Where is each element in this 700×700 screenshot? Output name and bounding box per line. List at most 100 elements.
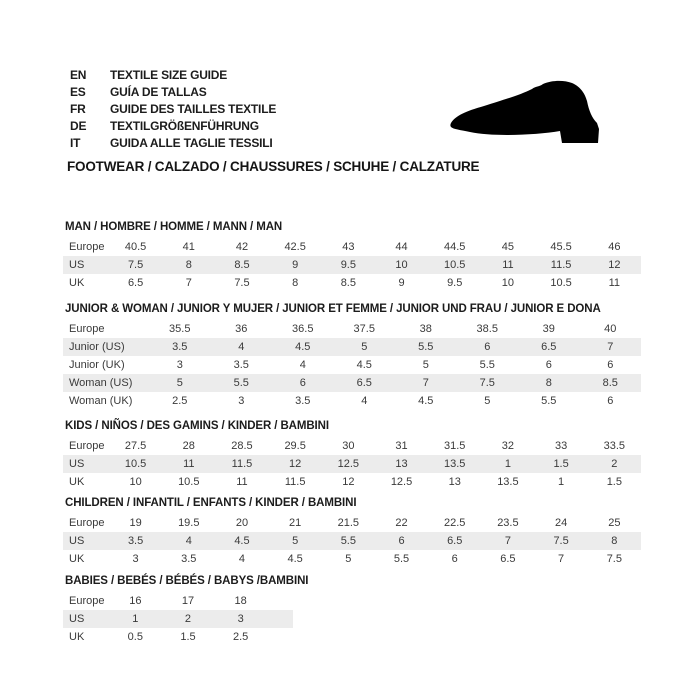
row-label: Junior (US) — [69, 341, 125, 353]
row-label: Europe — [69, 440, 105, 452]
size-cell: 18 — [234, 595, 247, 607]
size-cell: 7.5 — [127, 259, 144, 271]
language-code: FR — [70, 102, 86, 116]
size-cell: 40 — [604, 323, 617, 335]
size-cell: 2 — [611, 458, 618, 470]
size-cell: 1 — [132, 613, 139, 625]
size-cell: 42.5 — [284, 241, 306, 253]
size-table-babies: Europe 16 17 18 US 1 2 3 UK 0.5 1.5 2.5 — [63, 592, 293, 646]
size-cell: 40.5 — [124, 241, 147, 253]
size-cell: 45.5 — [550, 241, 572, 253]
language-text: GUIDE DES TAILLES TEXTILE — [110, 102, 277, 116]
size-cell: 10 — [395, 259, 408, 271]
size-cell: 20 — [235, 517, 249, 529]
size-cell: 3 — [237, 613, 244, 625]
language-code: DE — [70, 119, 87, 133]
size-cell: 2.5 — [233, 631, 249, 643]
size-cell: 6 — [545, 359, 552, 371]
size-cell: 25 — [608, 517, 621, 529]
size-row: Woman (UK) 2.5 3 3.5 4 4.5 5 5.5 6 — [63, 392, 641, 410]
size-cell: 5.5 — [418, 341, 434, 353]
size-cell: 2.5 — [172, 395, 188, 407]
section-kids: KIDS / NIÑOS / DES GAMINS / KINDER / BAM… — [63, 420, 641, 491]
section-title: KIDS / NIÑOS / DES GAMINS / KINDER / BAM… — [65, 420, 329, 432]
size-cell: 19.5 — [178, 517, 200, 529]
size-row: Woman (US) 5 5.5 6 6.5 7 7.5 8 8.5 — [63, 374, 641, 392]
size-row: UK 10 10.5 11 11.5 12 12.5 13 13.5 1 1.5 — [63, 473, 641, 491]
language-row-en: EN TEXTILE SIZE GUIDE — [70, 67, 276, 84]
size-cell: 13.5 — [444, 458, 466, 470]
category-heading: FOOTWEAR / CALZADO / CHAUSSURES / SCHUHE… — [67, 159, 480, 174]
size-cell: 5 — [292, 535, 299, 547]
size-cell: 30 — [342, 440, 355, 452]
size-cell: 10.5 — [124, 458, 147, 470]
language-row-es: ES GUÍA DE TALLAS — [70, 84, 276, 101]
size-cell: 4 — [238, 553, 246, 565]
size-cell: 17 — [181, 595, 195, 607]
size-cell: 4.5 — [234, 535, 250, 547]
size-cell: 6 — [484, 341, 491, 353]
size-cell: 4.5 — [418, 395, 434, 407]
row-label: US — [69, 259, 85, 271]
size-cell: 23.5 — [497, 517, 519, 529]
row-label: Woman (US) — [69, 377, 133, 389]
size-cell: 10.5 — [444, 259, 466, 271]
size-cell: 35.5 — [169, 323, 191, 335]
size-row: Europe 19 19.5 20 21 21.5 22 22.5 23.5 24 25 — [63, 514, 641, 532]
size-table-junior-woman: Europe 35.5 36 36.5 37.5 38 38.5 39 40 Junior (US… — [63, 320, 641, 410]
size-cell: 4.5 — [287, 553, 303, 565]
size-cell: 11 — [608, 277, 621, 289]
size-cell: 3.5 — [233, 359, 249, 371]
section-babies: BABIES / BEBÉS / BÉBÉS / BABYS /BAMBINI … — [63, 575, 641, 646]
size-cell: 11 — [502, 259, 514, 271]
size-cell: 7 — [558, 553, 565, 565]
size-cell: 8 — [611, 535, 618, 547]
size-cell: 9 — [398, 277, 405, 289]
size-cell: 43 — [342, 241, 355, 253]
row-label: Woman (UK) — [69, 395, 133, 407]
size-cell: 8.5 — [340, 277, 356, 289]
size-cell: 8.5 — [234, 259, 250, 271]
size-cell: 8 — [292, 277, 299, 289]
language-code: IT — [70, 136, 81, 150]
size-cell: 28 — [182, 440, 195, 452]
size-cell: 8 — [185, 259, 192, 271]
size-cell: 4.5 — [356, 359, 372, 371]
size-cell: 1.5 — [553, 458, 569, 470]
size-cell: 7 — [607, 341, 614, 353]
size-cell: 12 — [608, 259, 621, 271]
size-cell: 2 — [184, 613, 192, 625]
size-cell: 13.5 — [497, 476, 519, 488]
size-table-kids: Europe 27.5 28 28.5 29.5 30 31 31.5 32 33 33.5 US 10… — [63, 437, 641, 491]
size-cell: 3.5 — [295, 395, 311, 407]
language-list: EN TEXTILE SIZE GUIDE ES GUÍA DE TALLAS FR… — [70, 67, 276, 152]
section-title: JUNIOR & WOMAN / JUNIOR Y MUJER / JUNIOR… — [65, 303, 601, 315]
size-cell: 3.5 — [181, 553, 197, 565]
size-row: UK 6.5 7 7.5 8 8.5 9 9.5 10 10.5 11 — [63, 274, 641, 292]
size-cell: 11 — [183, 458, 195, 470]
size-cell: 4.5 — [295, 341, 311, 353]
size-cell: 6.5 — [127, 277, 144, 289]
size-cell: 11.5 — [231, 458, 253, 470]
size-cell: 38.5 — [476, 323, 498, 335]
size-cell: 6 — [299, 377, 306, 389]
size-row: Junior (UK) 3 3.5 4 4.5 5 5.5 6 6 — [63, 356, 641, 374]
size-cell: 6 — [451, 553, 458, 565]
size-cell: 4 — [361, 395, 368, 407]
size-cell: 7 — [504, 535, 511, 547]
size-cell: 4 — [185, 535, 192, 547]
language-row-de: DE TEXTILGRÖßENFÜHRUNG — [70, 118, 276, 135]
language-row-fr: FR GUIDE DES TAILLES TEXTILE — [70, 101, 276, 118]
size-cell: 10 — [501, 277, 515, 289]
size-cell: 19 — [129, 517, 142, 529]
size-cell: 36.5 — [292, 323, 314, 335]
language-code: EN — [70, 68, 87, 82]
size-cell: 5.5 — [340, 535, 356, 547]
size-cell: 10.5 — [550, 277, 572, 289]
size-cell: 33.5 — [603, 440, 626, 452]
size-row: Europe 16 17 18 — [63, 592, 293, 610]
size-row: Europe 35.5 36 36.5 37.5 38 38.5 39 40 — [63, 320, 641, 338]
section-title: BABIES / BEBÉS / BÉBÉS / BABYS /BAMBINI — [65, 575, 309, 587]
size-cell: 41 — [182, 241, 195, 253]
row-label: US — [69, 535, 85, 547]
